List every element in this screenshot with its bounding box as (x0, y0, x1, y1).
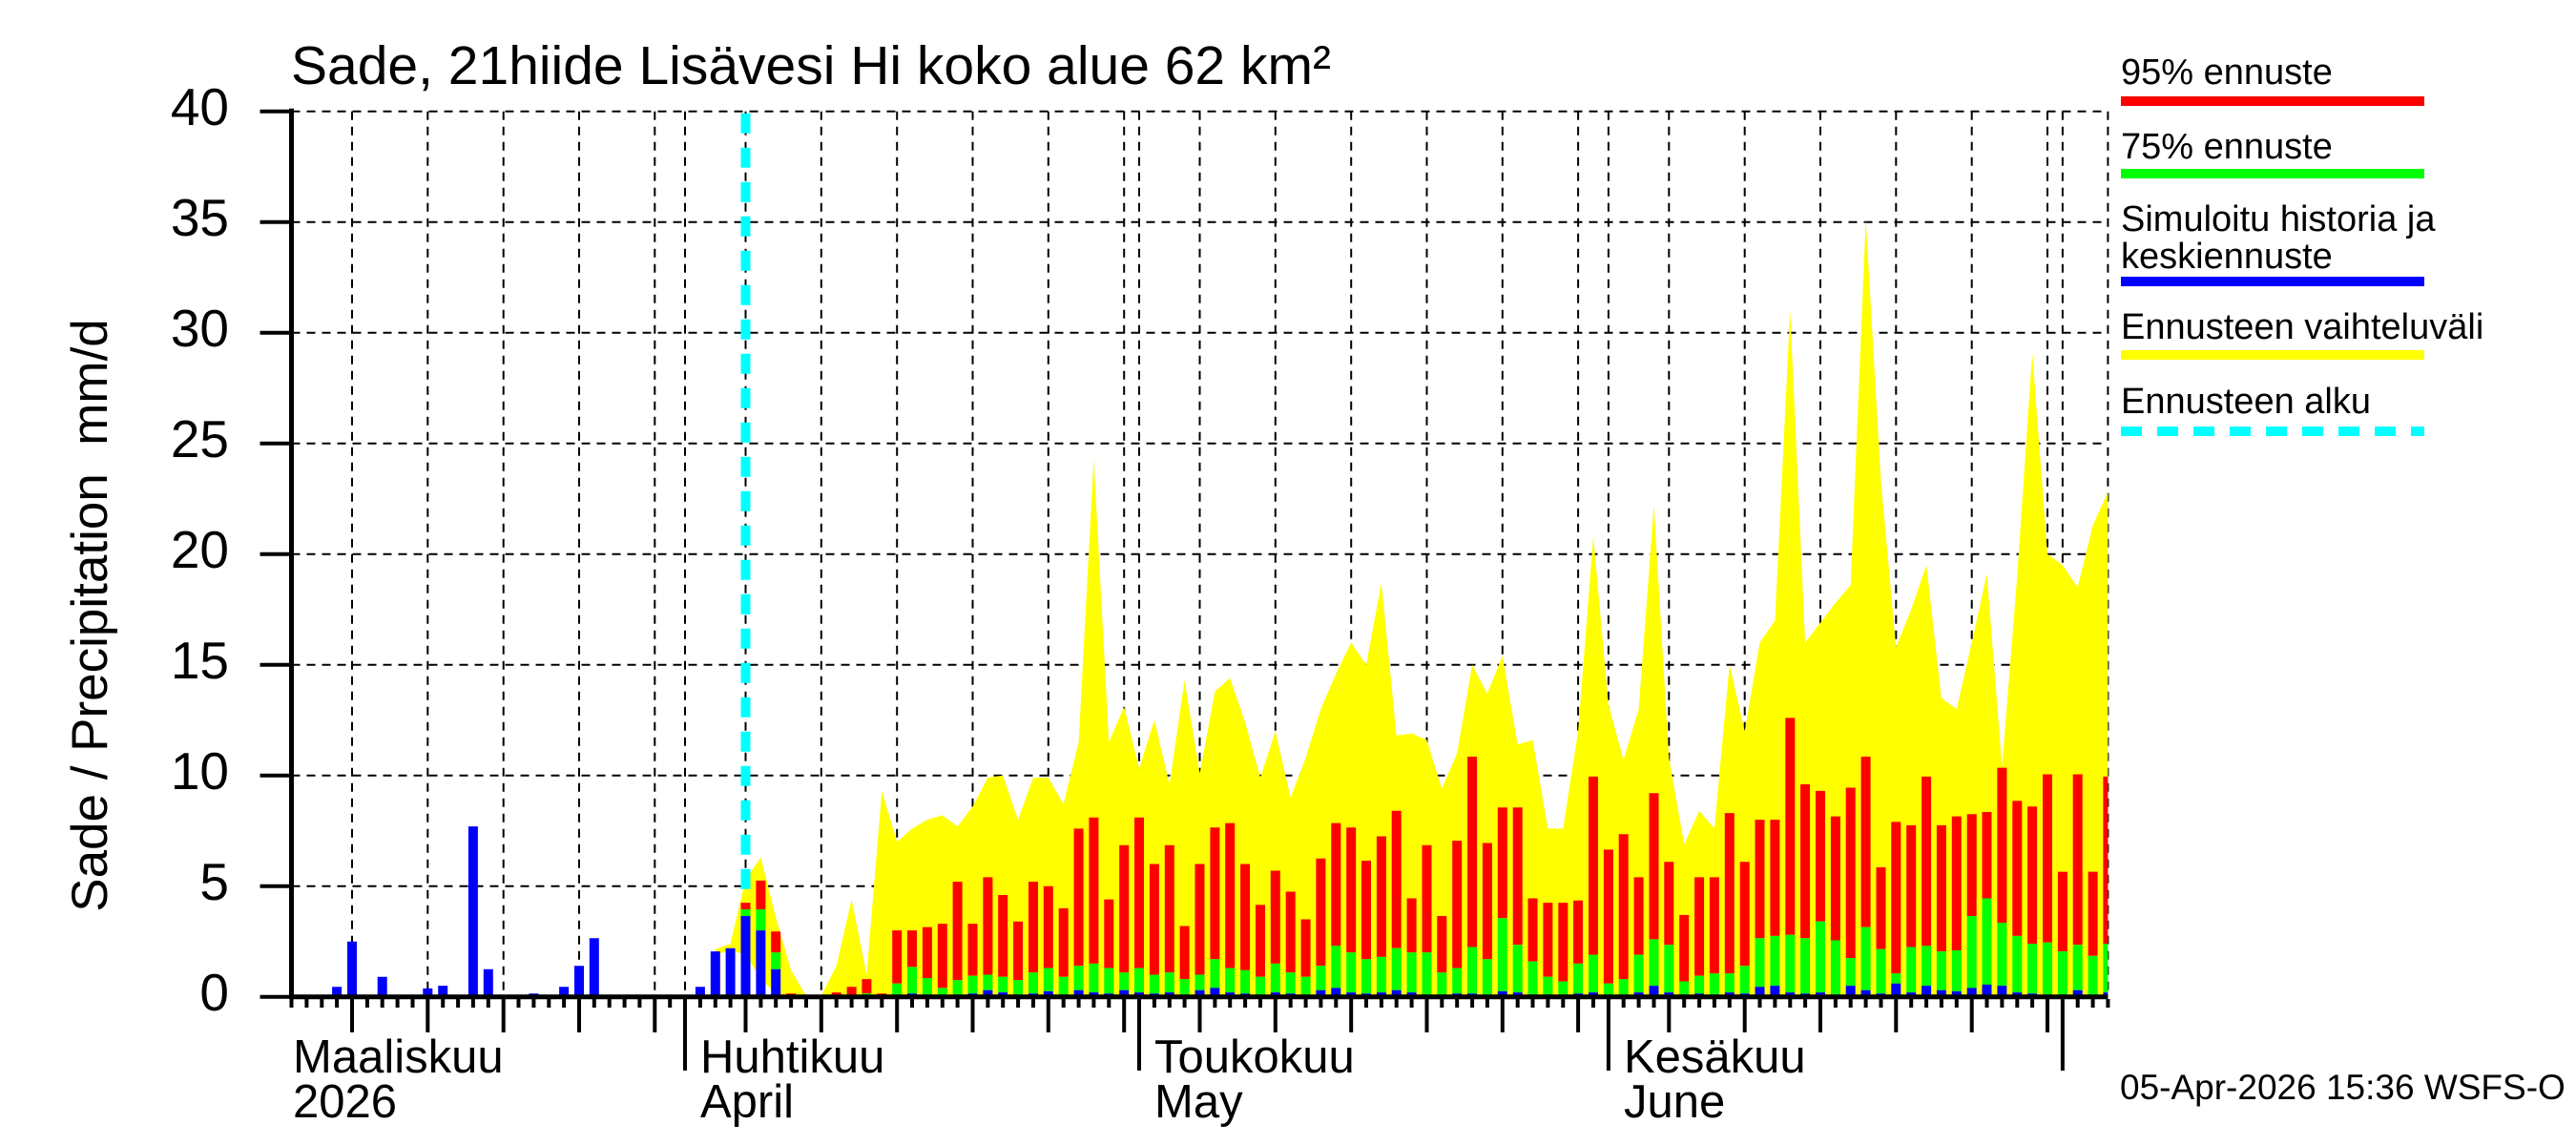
svg-text:April: April (700, 1076, 794, 1128)
svg-text:15: 15 (171, 631, 229, 690)
svg-text:95% ennuste: 95% ennuste (2121, 52, 2333, 93)
svg-text:Ennusteen vaihteluväli: Ennusteen vaihteluväli (2121, 307, 2483, 347)
svg-text:Toukokuu: Toukokuu (1154, 1031, 1355, 1083)
svg-text:35: 35 (171, 188, 229, 247)
svg-text:Maaliskuu: Maaliskuu (293, 1031, 504, 1083)
svg-text:June: June (1624, 1076, 1725, 1128)
svg-text:20: 20 (171, 520, 229, 579)
svg-text:Huhtikuu: Huhtikuu (700, 1031, 884, 1083)
svg-text:25: 25 (171, 409, 229, 468)
svg-text:Sade, 21hiide Lisävesi Hi koko: Sade, 21hiide Lisävesi Hi koko alue 62 k… (291, 35, 1331, 96)
svg-text:Kesäkuu: Kesäkuu (1624, 1031, 1806, 1083)
svg-text:30: 30 (171, 299, 229, 358)
svg-text:40: 40 (171, 77, 229, 136)
svg-text:Sade / Precipitation mm/d: Sade / Precipitation mm/d (62, 319, 118, 912)
svg-text:Ennusteen alku: Ennusteen alku (2121, 382, 2371, 422)
svg-text:05-Apr-2026 15:36 WSFS-O: 05-Apr-2026 15:36 WSFS-O (2120, 1068, 2566, 1107)
svg-text:5: 5 (199, 852, 229, 911)
svg-text:Simuloitu historia ja: Simuloitu historia ja (2121, 199, 2436, 239)
svg-text:75% ennuste: 75% ennuste (2121, 127, 2333, 167)
svg-text:2026: 2026 (293, 1076, 397, 1128)
svg-text:10: 10 (171, 741, 229, 801)
svg-text:0: 0 (199, 963, 229, 1022)
svg-text:keskiennuste: keskiennuste (2121, 237, 2333, 277)
svg-text:May: May (1154, 1076, 1243, 1128)
